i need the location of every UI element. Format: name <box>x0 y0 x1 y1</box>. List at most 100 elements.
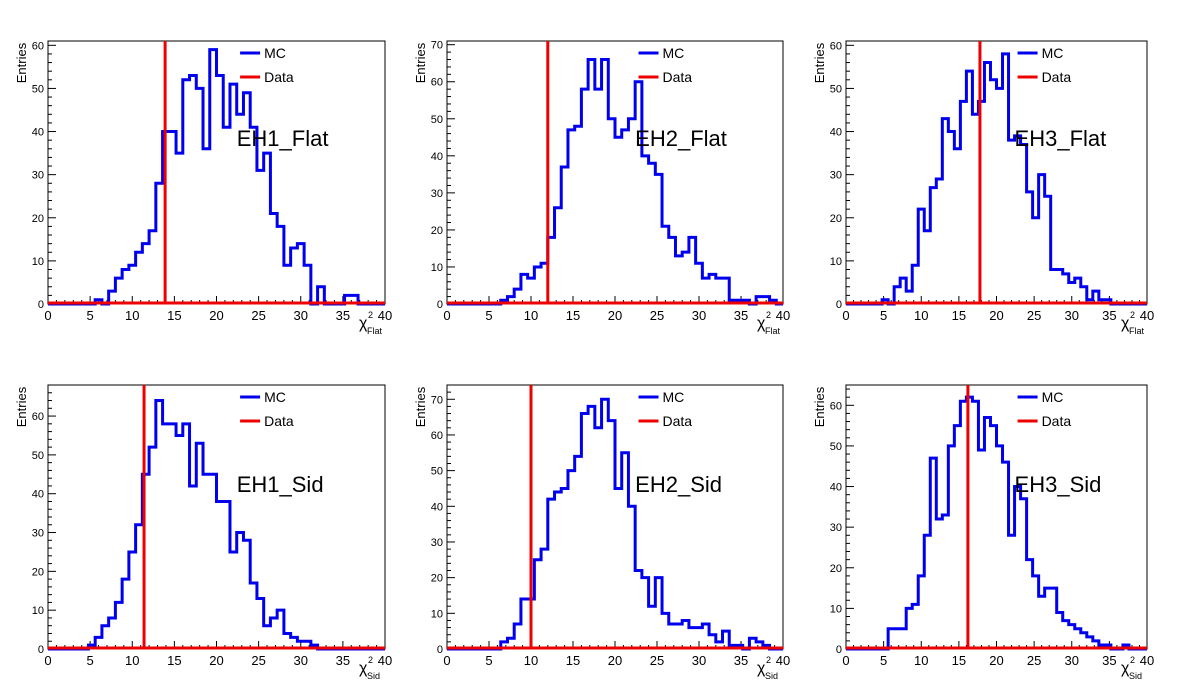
x-tick-label: 35 <box>336 308 350 323</box>
legend-data-label: Data <box>663 413 693 429</box>
y-tick-label: 30 <box>32 528 44 540</box>
y-tick-label: 0 <box>836 299 842 311</box>
legend-mc-label: MC <box>264 45 286 61</box>
y-tick-label: 50 <box>32 83 44 95</box>
y-tick-label: 20 <box>431 573 443 585</box>
x-axis-label-sub: Sid <box>1129 671 1142 681</box>
x-axis-label-main: χ <box>757 315 766 332</box>
x-tick-label: 0 <box>842 653 849 668</box>
x-tick-label: 40 <box>776 308 790 323</box>
y-axis-label: Entries <box>14 42 29 83</box>
x-tick-label: 40 <box>776 653 790 668</box>
x-tick-label: 15 <box>952 308 966 323</box>
mc-histogram <box>846 52 1147 306</box>
plot-frame <box>47 40 386 305</box>
y-tick-label: 10 <box>431 262 443 274</box>
mc-histogram <box>48 399 385 651</box>
x-tick-label: 30 <box>1065 653 1079 668</box>
x-axis-label-sub: Flat <box>367 326 383 336</box>
x-tick-label: 25 <box>650 308 664 323</box>
y-tick-label: 20 <box>32 213 44 225</box>
x-tick-label: 25 <box>650 653 664 668</box>
mc-histogram <box>447 397 783 651</box>
x-tick-label: 0 <box>842 308 849 323</box>
panel-title: EH3_Sid <box>1015 472 1102 497</box>
legend-data-label: Data <box>1042 413 1072 429</box>
x-tick-label: 5 <box>485 308 492 323</box>
y-tick-label: 60 <box>32 40 44 52</box>
x-tick-label: 25 <box>251 308 265 323</box>
x-axis-label-sup: 2 <box>368 310 373 320</box>
y-tick-label: 0 <box>38 644 44 656</box>
y-axis-label: Entries <box>812 386 827 427</box>
y-tick-label: 60 <box>431 430 443 442</box>
x-tick-label: 40 <box>1140 653 1154 668</box>
x-tick-label: 10 <box>125 308 139 323</box>
x-tick-label: 0 <box>443 308 450 323</box>
x-axis-label-sup: 2 <box>1130 655 1135 665</box>
x-tick-label: 10 <box>524 308 538 323</box>
y-tick-label: 0 <box>836 644 842 656</box>
x-axis-label-sub: Sid <box>765 671 778 681</box>
legend-mc-label: MC <box>663 45 685 61</box>
x-tick-label: 30 <box>294 653 308 668</box>
y-tick-label: 70 <box>431 394 443 406</box>
y-tick-label: 30 <box>431 537 443 549</box>
y-tick-label: 60 <box>32 411 44 423</box>
y-tick-label: 0 <box>38 299 44 311</box>
panel-title: EH3_Flat <box>1015 126 1107 151</box>
x-tick-label: 35 <box>1102 308 1116 323</box>
legend-data-label: Data <box>264 413 294 429</box>
x-tick-label: 15 <box>952 653 966 668</box>
x-tick-label: 40 <box>378 653 392 668</box>
x-axis-label-sup: 2 <box>368 655 373 665</box>
y-tick-label: 50 <box>830 83 842 95</box>
y-tick-label: 60 <box>830 40 842 52</box>
mc-histogram <box>48 48 385 306</box>
x-tick-label: 15 <box>566 653 580 668</box>
x-tick-label: 40 <box>1140 308 1154 323</box>
x-tick-label: 5 <box>880 653 887 668</box>
y-tick-label: 30 <box>830 522 842 534</box>
x-tick-label: 10 <box>125 653 139 668</box>
y-tick-label: 50 <box>32 450 44 462</box>
legend-data-label: Data <box>663 69 693 85</box>
panel-title: EH1_Flat <box>237 126 329 151</box>
y-tick-label: 40 <box>32 489 44 501</box>
y-tick-label: 40 <box>32 127 44 139</box>
plot-frame <box>47 384 386 650</box>
x-tick-label: 20 <box>209 653 223 668</box>
y-tick-label: 60 <box>830 400 842 412</box>
x-tick-label: 20 <box>989 308 1003 323</box>
y-tick-label: 10 <box>431 608 443 620</box>
y-axis-label: Entries <box>413 386 428 427</box>
y-tick-label: 40 <box>830 482 842 494</box>
x-tick-label: 25 <box>1027 653 1041 668</box>
y-tick-label: 50 <box>431 466 443 478</box>
x-tick-label: 30 <box>294 308 308 323</box>
x-tick-label: 5 <box>880 308 887 323</box>
x-tick-label: 20 <box>209 308 223 323</box>
x-tick-label: 0 <box>44 653 51 668</box>
legend-mc-label: MC <box>1042 45 1064 61</box>
x-axis-label-sup: 2 <box>1130 310 1135 320</box>
x-axis-label-main: χ <box>359 660 368 677</box>
x-tick-label: 10 <box>914 308 928 323</box>
x-tick-label: 40 <box>378 308 392 323</box>
y-tick-label: 10 <box>32 605 44 617</box>
mc-histogram <box>447 58 783 306</box>
y-tick-label: 10 <box>830 603 842 615</box>
x-axis-label-main: χ <box>757 660 766 677</box>
y-axis-label: Entries <box>14 386 29 427</box>
x-tick-label: 35 <box>734 308 748 323</box>
y-axis-label: Entries <box>413 42 428 83</box>
y-tick-label: 0 <box>437 299 443 311</box>
y-tick-label: 70 <box>431 40 443 52</box>
y-axis-label: Entries <box>812 42 827 83</box>
x-tick-label: 30 <box>692 308 706 323</box>
